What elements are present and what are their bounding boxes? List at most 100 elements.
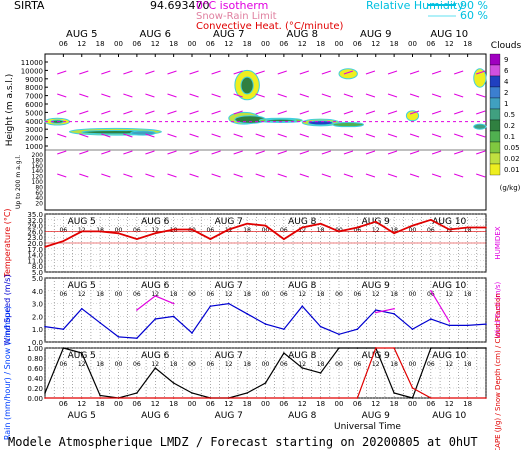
bottom-hour-label: 18 [243,400,252,408]
wind-arrow [123,133,133,138]
low-height-tick-label: 200 [32,152,44,159]
wind-arrow [79,110,89,115]
hour-tick-label: 06 [279,40,288,48]
low-height-tick-label: 40 [35,195,43,202]
hour-tick-label: 00 [408,40,417,48]
wind-arrow [476,93,486,98]
y-tick-label: 2.0 [32,313,43,321]
wind-arrow [453,70,464,75]
data-point [117,336,120,338]
wind-arrow [387,70,398,75]
low-height-tick-label: 20 [35,201,43,208]
data-point [356,328,359,331]
data-point [319,325,322,328]
wind-arrow [299,70,309,75]
wind-arrow [431,150,442,155]
panel-hour-label: 06 [207,227,215,234]
wind-arrow [211,93,221,98]
y-tick-label: 29.0 [27,223,43,231]
legend-isotherm: 0°C isotherm [196,0,268,12]
panel-day-label: AUG 7 [215,351,243,361]
panel-hour-label: 00 [409,227,417,234]
wind-arrow [123,110,133,115]
panel-hour-label: 00 [262,227,270,234]
data-point [209,238,212,240]
wind-arrow [189,133,199,138]
y-tick-label: 5.0 [32,269,43,277]
panel-hour-label: 06 [133,227,141,234]
panel-hour-label: 18 [243,361,251,368]
wind-arrow [123,150,133,155]
colorbar-swatch [489,53,501,66]
data-point [264,382,267,384]
bottom-hour-label: 18 [316,400,325,408]
data-point [191,392,193,394]
y-axis-label: Temperature (°C) [3,208,12,278]
panel-hour-label: 18 [317,227,325,234]
data-point [283,352,285,354]
panel-hour-label: 06 [207,361,215,368]
panel-hour-label: 12 [225,227,233,234]
day-label: AUG 10 [430,29,468,40]
panel-hour-label: 00 [188,291,196,298]
data-point [374,309,377,311]
wind-arrow [431,70,442,75]
data-point [62,347,65,349]
coordinate-readout: 94.693470 [150,0,210,12]
wind-arrow [299,93,309,98]
wind-arrow [409,133,420,138]
panel-hour-label: 18 [464,361,472,368]
wind-arrow [387,173,398,178]
wind-arrow [57,173,67,178]
panel-hour-label: 00 [115,227,123,234]
panel-day-label: AUG 7 [215,217,243,227]
wind-arrow [476,173,486,178]
data-point [338,347,340,349]
panel-day-label: AUG 6 [141,351,170,361]
panel-hour-label: 06 [60,291,68,298]
panel-hour-label: 18 [96,227,104,234]
data-point [301,367,304,369]
data-point [283,397,285,399]
low-height-tick-label: 100 [32,179,44,186]
wind-arrow [365,173,376,178]
legend-snow-rain: Snow-Rain Limit [196,11,277,22]
data-point [301,397,304,399]
wind-arrow [79,173,89,178]
wind-arrow [453,150,464,155]
panel-hour-label: 18 [243,291,251,298]
data-point [154,295,157,297]
panel-hour-label: 12 [298,227,306,234]
wind-arrow [299,133,309,138]
wind-arrow [343,150,354,155]
data-point [485,347,487,349]
panel-hour-label: 00 [262,361,270,368]
panel-hour-label: 06 [427,291,435,298]
data-point [411,387,414,389]
wind-arrow [409,110,420,115]
y2-axis-label: HUMIDEX [494,226,502,259]
y-tick-label: 32.0 [27,217,43,225]
height-tick-label: 9000 [25,76,43,84]
data-point [99,322,101,324]
data-point [209,305,212,307]
wind-arrow [476,133,486,138]
wind-arrow [321,70,332,75]
hour-tick-label: 12 [371,40,380,48]
height-tick-label: 2000 [25,135,43,143]
data-point [393,232,395,235]
data-point [448,320,451,323]
data-point [172,302,175,305]
low-height-tick-label: 160 [32,163,44,170]
panel-day-label: AUG 6 [141,217,170,227]
wind-arrow [123,70,133,75]
bottom-hour-label: 00 [408,400,417,408]
hour-tick-label: 06 [206,40,215,48]
colorbar-tick-label: 0.01 [504,166,520,174]
data-point [485,226,487,229]
wind-arrow [167,150,177,155]
panel-hour-label: 18 [243,227,251,234]
wind-arrow [431,173,442,178]
height-tick-label: 11000 [21,59,43,67]
wind-arrow [189,70,199,75]
